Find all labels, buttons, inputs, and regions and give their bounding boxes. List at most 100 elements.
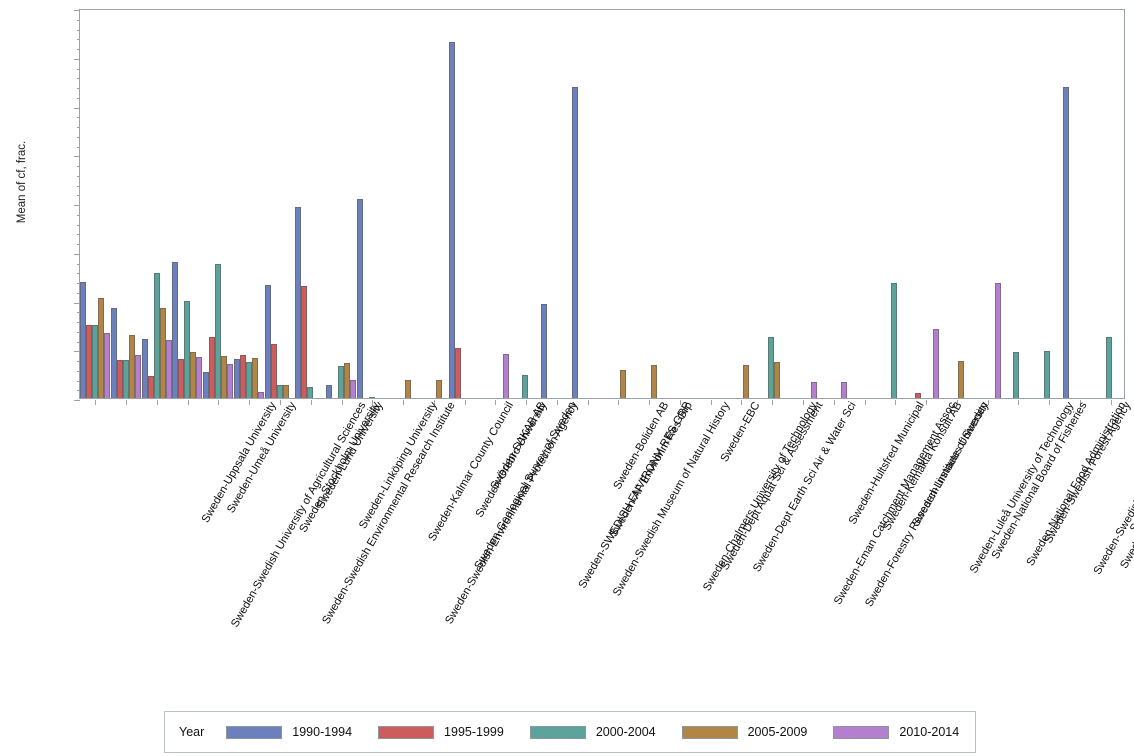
bar[interactable]: [203, 372, 210, 398]
bar[interactable]: [196, 356, 203, 398]
bar[interactable]: [651, 364, 657, 398]
y-minor-tick: [77, 19, 80, 21]
bar[interactable]: [773, 362, 780, 398]
bar[interactable]: [356, 198, 363, 398]
bar[interactable]: [86, 324, 93, 398]
y-tick-mark: [74, 156, 80, 158]
bar[interactable]: [221, 355, 228, 398]
y-tick-mark: [74, 400, 80, 401]
bar[interactable]: [767, 336, 774, 398]
bar[interactable]: [810, 381, 817, 398]
bar[interactable]: [276, 384, 283, 398]
bar[interactable]: [933, 329, 940, 398]
bar-group: [540, 10, 572, 398]
bar[interactable]: [257, 392, 264, 398]
bar[interactable]: [209, 336, 216, 398]
bar-group: [448, 10, 479, 398]
bar[interactable]: [80, 281, 87, 398]
bar[interactable]: [1013, 352, 1020, 398]
bar[interactable]: [147, 376, 154, 398]
bar[interactable]: [245, 361, 252, 398]
bar[interactable]: [448, 42, 455, 398]
bar[interactable]: [104, 332, 111, 398]
bar[interactable]: [92, 324, 99, 398]
bar[interactable]: [890, 283, 897, 398]
bar[interactable]: [522, 374, 529, 398]
bar[interactable]: [129, 334, 136, 398]
x-tick-mark: [526, 400, 528, 405]
bar[interactable]: [184, 301, 191, 398]
bar[interactable]: [1062, 86, 1069, 398]
bar[interactable]: [958, 361, 965, 398]
y-minor-tick: [77, 195, 80, 197]
bar[interactable]: [620, 370, 627, 398]
bar[interactable]: [337, 365, 344, 398]
bar[interactable]: [503, 353, 510, 398]
bar[interactable]: [251, 358, 258, 398]
bar[interactable]: [349, 380, 356, 398]
bar[interactable]: [454, 348, 461, 398]
bar-groups: [80, 10, 1124, 398]
bar[interactable]: [743, 364, 750, 398]
y-minor-tick: [77, 341, 80, 343]
bar[interactable]: [270, 343, 277, 398]
bar[interactable]: [233, 359, 240, 398]
x-tick-mark: [495, 400, 497, 405]
y-minor-tick: [77, 263, 80, 265]
bar[interactable]: [227, 363, 234, 398]
bar[interactable]: [405, 380, 412, 398]
bar[interactable]: [994, 283, 1001, 398]
bar[interactable]: [325, 384, 332, 398]
y-minor-tick: [77, 370, 80, 372]
bar[interactable]: [307, 387, 314, 398]
y-axis-title: Mean of cf, frac.: [16, 140, 28, 224]
bar[interactable]: [368, 396, 375, 398]
legend-swatch: [378, 725, 435, 739]
bar[interactable]: [165, 339, 172, 398]
bar-group: [725, 10, 756, 398]
legend-item[interactable]: 2010-2014: [833, 725, 959, 739]
bar[interactable]: [190, 351, 197, 398]
bar[interactable]: [111, 307, 118, 398]
bar[interactable]: [135, 354, 142, 398]
bar[interactable]: [436, 380, 443, 398]
x-tick-mark: [126, 400, 128, 405]
bar[interactable]: [282, 385, 289, 398]
x-tick-mark: [249, 400, 251, 405]
legend-item[interactable]: 1990-1994: [226, 725, 352, 739]
bar[interactable]: [153, 273, 160, 398]
bar-group: [295, 10, 326, 398]
y-minor-tick: [77, 117, 80, 119]
bar[interactable]: [1105, 336, 1112, 398]
bar[interactable]: [141, 339, 148, 398]
bar-group: [172, 10, 203, 398]
bar[interactable]: [98, 298, 105, 398]
legend-item[interactable]: 2000-2004: [529, 725, 656, 739]
bar[interactable]: [1044, 350, 1051, 398]
bar-group: [111, 10, 142, 398]
bar[interactable]: [295, 206, 302, 398]
bar[interactable]: [264, 285, 271, 398]
bar[interactable]: [841, 382, 848, 398]
bar[interactable]: [178, 359, 185, 398]
bar[interactable]: [571, 86, 578, 398]
bar[interactable]: [117, 359, 124, 398]
bar[interactable]: [215, 263, 222, 398]
bar[interactable]: [301, 285, 308, 398]
bar[interactable]: [915, 392, 922, 398]
legend-item[interactable]: 2005-2009: [681, 725, 807, 739]
bar[interactable]: [172, 262, 179, 398]
bar[interactable]: [343, 363, 350, 398]
bar-group: [264, 10, 295, 398]
y-minor-tick: [77, 273, 80, 275]
bar[interactable]: [159, 307, 166, 398]
y-tick-mark: [74, 10, 80, 11]
bar[interactable]: [123, 359, 130, 398]
y-minor-tick: [77, 234, 80, 236]
x-tick-mark: [618, 400, 620, 405]
bar[interactable]: [239, 355, 246, 398]
legend-item[interactable]: 1995-1999: [378, 725, 504, 739]
x-tick-mark: [95, 400, 97, 405]
bar[interactable]: [540, 303, 547, 398]
bar-group: [817, 10, 848, 398]
